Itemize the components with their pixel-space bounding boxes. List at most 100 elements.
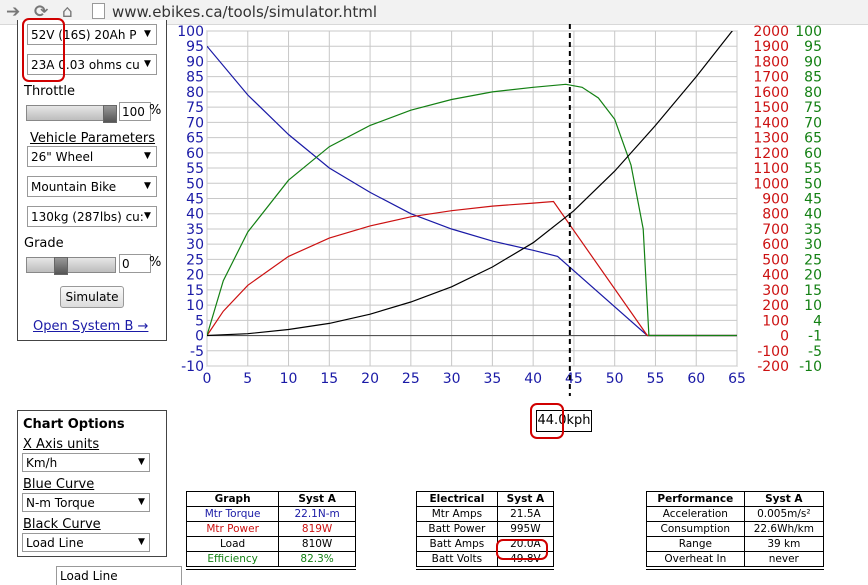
table-cell: Batt Amps — [416, 536, 498, 552]
grade-input[interactable] — [119, 254, 151, 273]
table-cell: 0.005m/s² — [743, 506, 825, 522]
right-axis-red-tick-label: 1300 — [753, 131, 789, 147]
x-tick-label: 0 — [203, 371, 212, 387]
table-cell: Mtr Amps — [416, 506, 498, 522]
simulate-button[interactable]: Simulate — [60, 286, 124, 308]
right-axis-green-tick-label: -5 — [808, 344, 822, 360]
battery-select[interactable]: 52V (16S) 20Ah P — [27, 24, 157, 45]
table-cell: 22.6Wh/km — [743, 521, 825, 537]
right-axis-green-tick-label: 55 — [804, 161, 822, 177]
right-axis-green-tick-label: 50 — [804, 176, 822, 192]
left-axis-tick-label: 95 — [186, 39, 204, 55]
extra-curve-select[interactable]: Load Line — [56, 566, 182, 585]
chart-grid — [206, 30, 738, 367]
chart-options-panel: Chart Options X Axis units Km/h ▼ Blue C… — [17, 410, 167, 557]
right-axis-green-tick-label: 40 — [804, 207, 822, 223]
throttle-percent-label: % — [149, 103, 162, 118]
system-a-panel: 52V (16S) 20Ah P ▼ 23A 0.03 ohms cu ▼ Th… — [17, 20, 167, 341]
right-axis-green-tick-label: 4 — [813, 313, 822, 329]
left-axis-tick-label: 55 — [186, 161, 204, 177]
x-tick-label: 45 — [565, 371, 583, 387]
wheel-select[interactable]: 26" Wheel — [27, 146, 157, 167]
left-axis-tick-label: 5 — [195, 313, 204, 329]
bike-type-select[interactable]: Mountain Bike — [27, 176, 157, 197]
right-axis-red-tick-label: 100 — [762, 313, 789, 329]
lower-table-edge — [186, 569, 356, 576]
x-tick-label: 15 — [320, 371, 338, 387]
table-cell: Acceleration — [646, 506, 745, 522]
x-axis-select[interactable]: Km/h — [22, 453, 150, 472]
left-axis-tick-label: 85 — [186, 70, 204, 86]
battery-highlight — [22, 18, 65, 82]
left-axis-tick-label: -5 — [190, 344, 204, 360]
home-icon[interactable]: ⌂ — [62, 2, 73, 22]
table-cell: 810W — [278, 536, 356, 552]
throttle-label: Throttle — [24, 84, 75, 99]
right-axis-red-tick-label: 300 — [762, 283, 789, 299]
back-arrow-icon[interactable]: ➔ — [6, 2, 21, 22]
vehicle-parameters-link[interactable]: Vehicle Parameters — [30, 131, 156, 146]
x-tick-label: 60 — [687, 371, 705, 387]
grade-slider[interactable] — [26, 257, 116, 275]
table-cell: Batt Power — [416, 521, 498, 537]
right-axis-red-tick-label: 900 — [762, 192, 789, 208]
x-tick-label: 50 — [606, 371, 624, 387]
table-cell: 995W — [496, 521, 555, 537]
x-tick-label: 65 — [728, 371, 746, 387]
electrical-table-header: Electrical — [416, 491, 498, 507]
left-axis-tick-label: -10 — [181, 359, 204, 375]
x-tick-label: 40 — [524, 371, 542, 387]
right-axis-green-tick-label: 70 — [804, 115, 822, 131]
right-axis-red-tick-label: 0 — [780, 329, 789, 345]
address-bar[interactable]: www.ebikes.ca/tools/simulator.html — [92, 2, 377, 22]
black-curve-select[interactable]: Load Line — [22, 533, 150, 552]
throttle-input[interactable] — [119, 102, 151, 121]
table-cell: 22.1N-m — [278, 506, 356, 522]
x-tick-label: 20 — [361, 371, 379, 387]
throttle-slider[interactable] — [26, 105, 117, 123]
weight-select[interactable]: 130kg (287lbs) cu: — [27, 206, 157, 227]
throttle-slider-thumb[interactable] — [103, 105, 117, 123]
graph-table-header: Syst A — [278, 491, 356, 507]
black-curve-label[interactable]: Black Curve — [23, 517, 101, 532]
controller-select[interactable]: 23A 0.03 ohms cu — [27, 54, 157, 75]
right-axis-red-tick-label: -200 — [757, 359, 789, 375]
right-axis-green-tick-label: 75 — [804, 100, 822, 116]
speed-readout[interactable]: 44.0kph — [536, 410, 592, 432]
table-row: Mtr Power 819W — [185, 521, 356, 537]
right-axis-red-tick-label: 1400 — [753, 115, 789, 131]
right-axis-green-tick-label: 30 — [804, 237, 822, 253]
table-row: Acceleration 0.005m/s² — [646, 506, 825, 522]
right-axis-red-tick-label: 500 — [762, 252, 789, 268]
table-cell: 819W — [278, 521, 356, 537]
blue-curve-select[interactable]: N-m Torque — [22, 493, 150, 512]
left-axis-tick-label: 30 — [186, 237, 204, 253]
left-axis-tick-label: 25 — [186, 252, 204, 268]
right-axis-red-tick-label: 1700 — [753, 70, 789, 86]
left-axis-tick-label: 40 — [186, 207, 204, 223]
table-row: Overheat In never — [646, 551, 825, 567]
table-cell: Mtr Power — [185, 521, 280, 537]
batt-amps-highlight — [496, 539, 548, 560]
reload-icon[interactable]: ⟳ — [34, 2, 49, 22]
left-axis-tick-label: 50 — [186, 176, 204, 192]
blue-curve-label[interactable]: Blue Curve — [23, 477, 95, 492]
chart-series — [207, 31, 737, 337]
left-axis-tick-label: 0 — [195, 329, 204, 345]
graph-table: Graph Syst A Mtr Torque 22.1N-m Mtr Power 8… — [185, 491, 356, 567]
right-axis-red-tick-label: 1000 — [753, 176, 789, 192]
x-tick-label: 35 — [483, 371, 501, 387]
left-axis-tick-label: 65 — [186, 131, 204, 147]
x-tick-label: 30 — [443, 371, 461, 387]
right-axis-green-tick-label: 15 — [804, 283, 822, 299]
x-axis-units-label[interactable]: X Axis units — [23, 437, 100, 452]
x-tick-label: 10 — [280, 371, 298, 387]
page-icon — [92, 3, 105, 19]
right-axis-red-tick-label: 1100 — [753, 161, 789, 177]
left-axis-tick-label: 35 — [186, 222, 204, 238]
performance-table-header: Performance — [646, 491, 745, 507]
open-system-b-link[interactable]: Open System B → — [33, 319, 149, 334]
grade-slider-thumb[interactable] — [53, 257, 68, 275]
right-axis-red-tick-label: 1900 — [753, 39, 789, 55]
table-row: Efficiency 82.3% — [185, 551, 356, 567]
